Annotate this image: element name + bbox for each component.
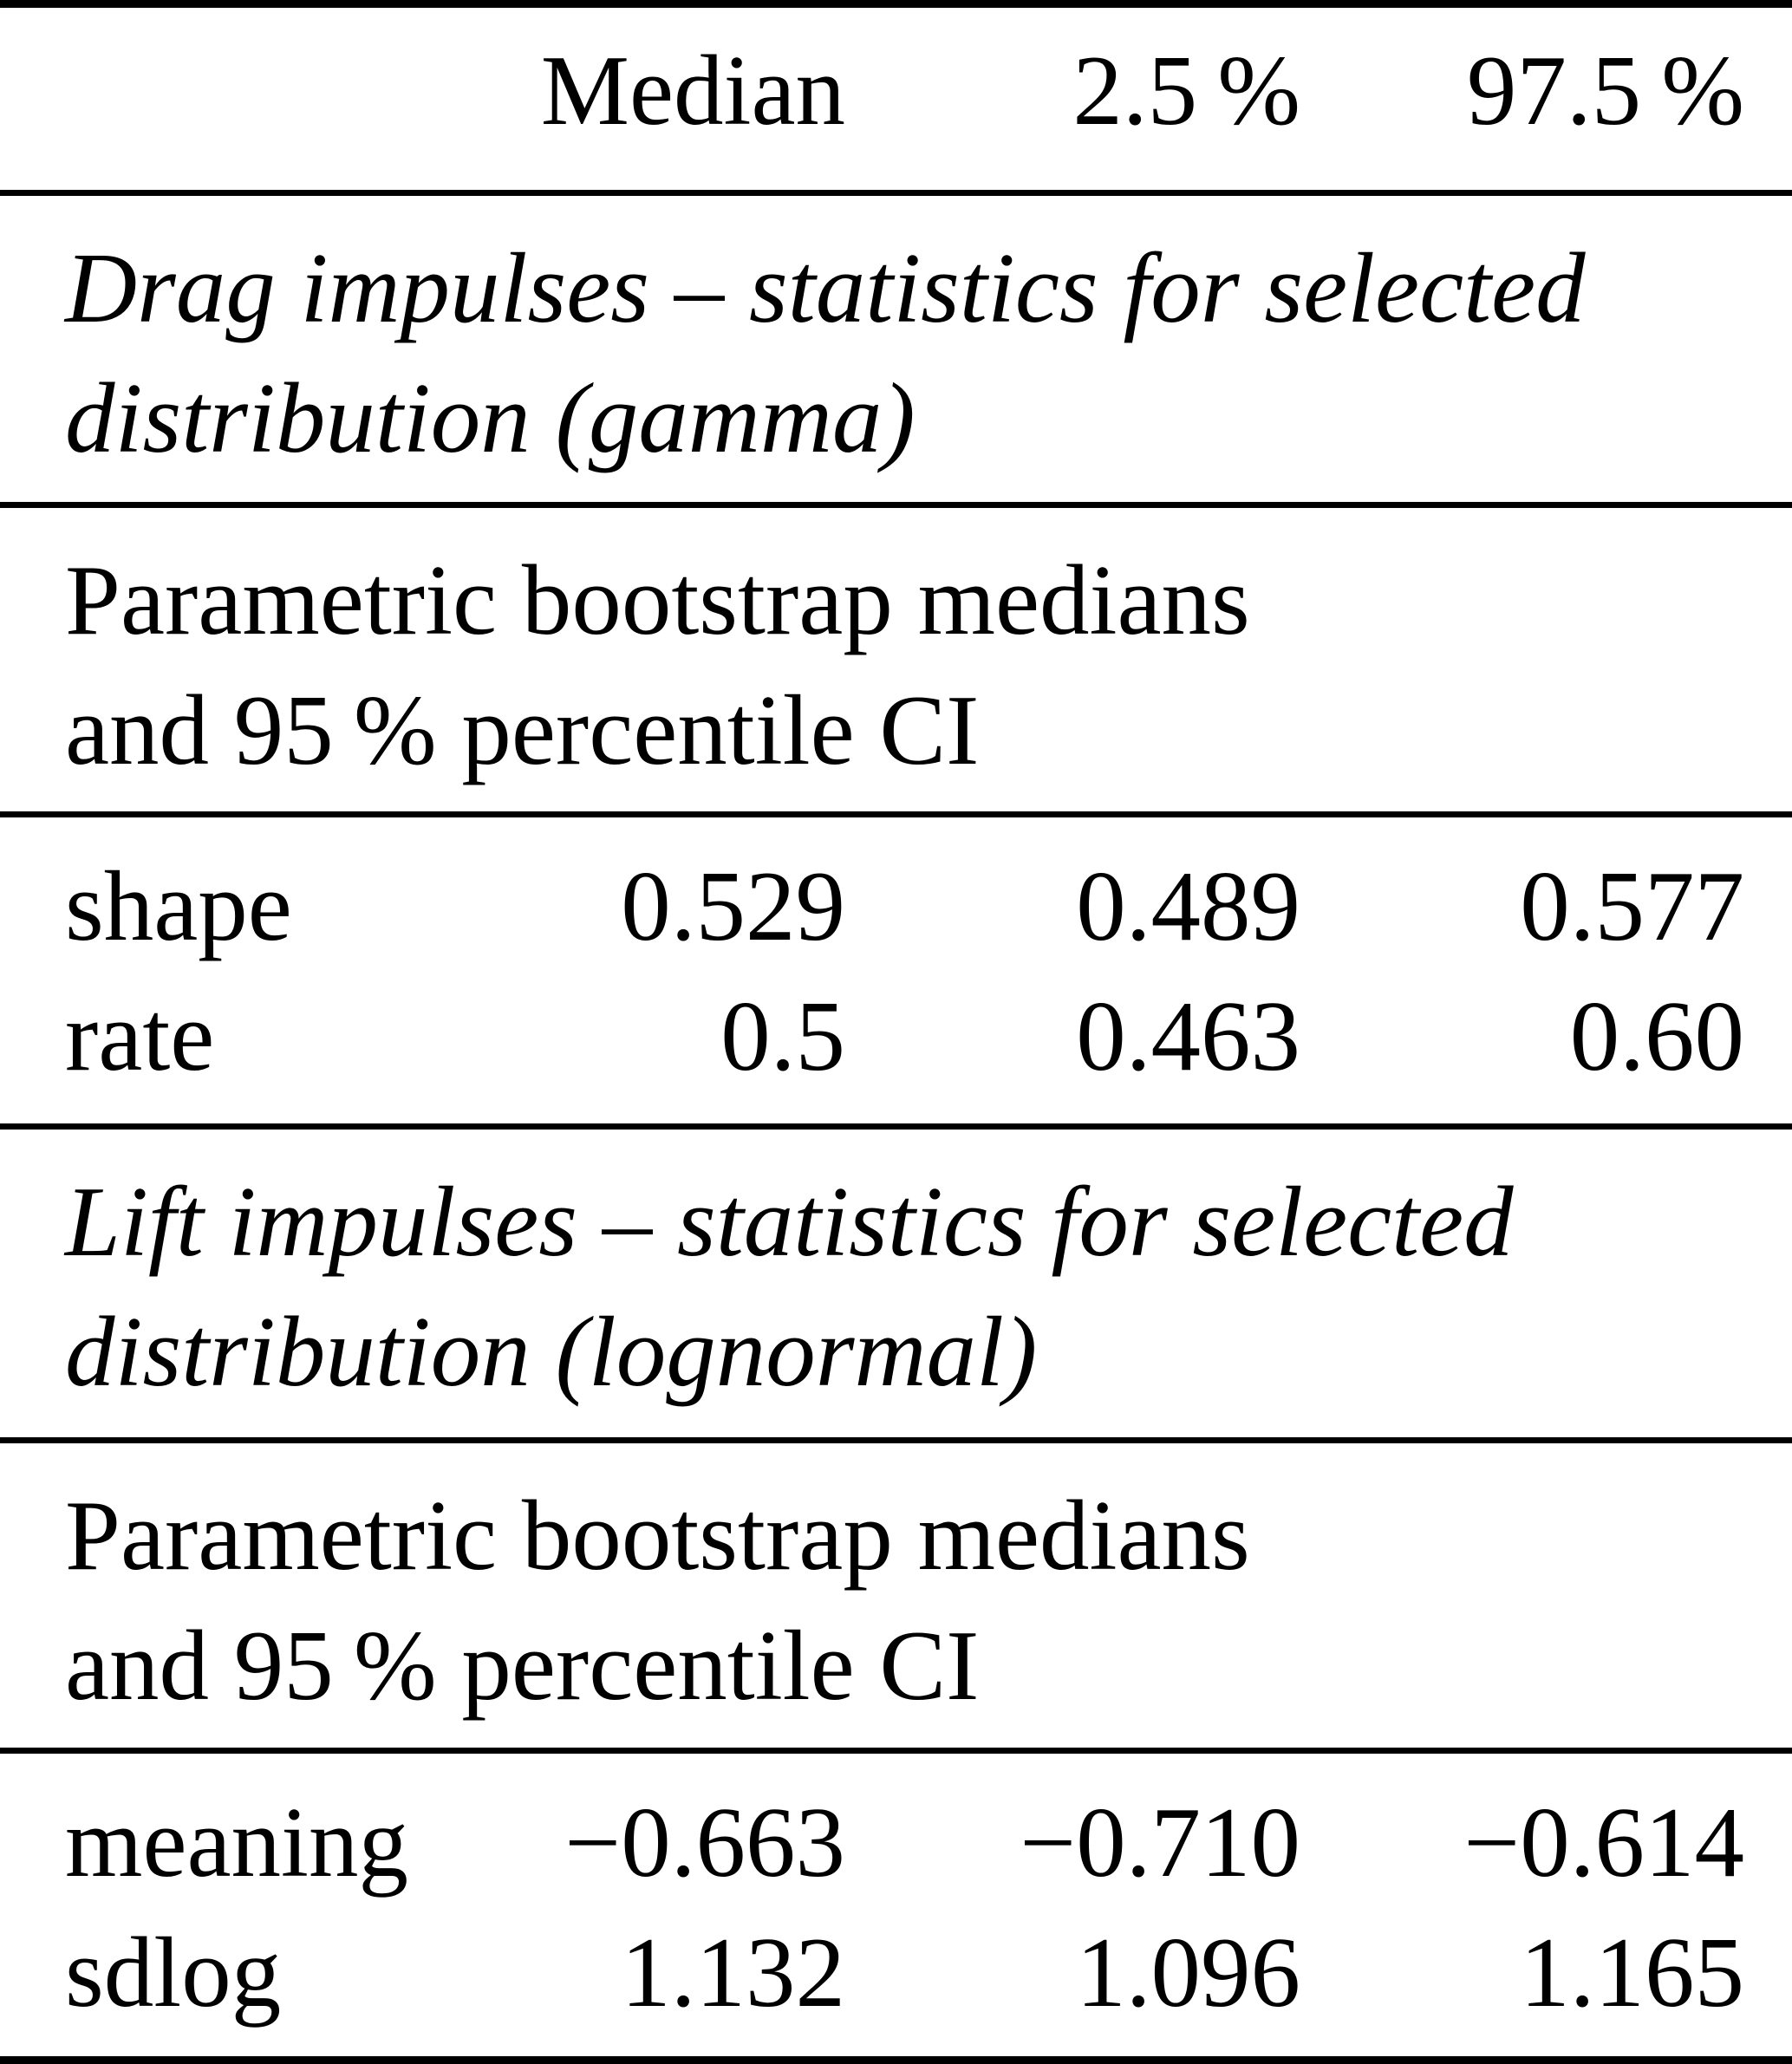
cell-2-5-percent: −0.710 — [1020, 1787, 1300, 1898]
cell-2-5-percent: 1.096 — [1076, 1918, 1300, 2028]
cell-97-5-percent: 1.165 — [1520, 1918, 1744, 2028]
cell-median: 1.132 — [621, 1918, 845, 2028]
table-row-rate: rate 0.5 0.463 0.60 — [0, 972, 1792, 1102]
top-rule — [0, 0, 1792, 8]
cell-97-5-percent: 0.60 — [1569, 981, 1744, 1091]
divider-rule — [0, 502, 1792, 508]
col-header-97-5-percent: 97.5 % — [1466, 36, 1744, 146]
subtitle-parametric-bootstrap-2: Parametric bootstrap medians and 95 % pe… — [0, 1443, 1792, 1748]
bottom-rule — [0, 2056, 1792, 2064]
table-row-sdlog: sdlog 1.132 1.096 1.165 — [0, 1908, 1792, 2038]
row-label: meaning — [65, 1787, 408, 1898]
subtitle-line: and 95 % percentile CI — [65, 1611, 980, 1721]
section-title-line: distribution (lognormal) — [65, 1297, 1038, 1407]
cell-median: −0.663 — [564, 1787, 845, 1898]
subtitle-parametric-bootstrap-1: Parametric bootstrap medians and 95 % pe… — [0, 508, 1792, 811]
data-block-gamma: shape 0.529 0.489 0.577 rate 0.5 0.463 0… — [0, 817, 1792, 1123]
divider-rule — [0, 1748, 1792, 1754]
section-title-line: distribution (gamma) — [65, 363, 916, 473]
table-row-shape: shape 0.529 0.489 0.577 — [0, 842, 1792, 972]
cell-median: 0.529 — [621, 851, 845, 961]
row-label: rate — [65, 981, 215, 1091]
table-row-meaning: meaning −0.663 −0.710 −0.614 — [0, 1778, 1792, 1908]
col-header-2-5-percent: 2.5 % — [1072, 36, 1300, 146]
table-header-row: Median 2.5 % 97.5 % — [0, 8, 1792, 190]
row-label: shape — [65, 851, 292, 961]
section-title-drag-impulses: Drag impulses – statistics for selected … — [0, 196, 1792, 502]
divider-rule — [0, 190, 1792, 196]
divider-rule — [0, 1437, 1792, 1443]
row-label: sdlog — [65, 1918, 282, 2028]
divider-rule — [0, 811, 1792, 817]
subtitle-line: and 95 % percentile CI — [65, 675, 980, 785]
cell-2-5-percent: 0.489 — [1076, 851, 1300, 961]
section-title-line: Lift impulses – statistics for selected — [65, 1167, 1514, 1277]
cell-97-5-percent: −0.614 — [1463, 1787, 1744, 1898]
divider-rule — [0, 1123, 1792, 1130]
subtitle-line: Parametric bootstrap medians — [65, 545, 1250, 655]
cell-median: 0.5 — [720, 981, 845, 1091]
col-header-median: Median — [540, 36, 845, 146]
cell-97-5-percent: 0.577 — [1520, 851, 1744, 961]
cell-2-5-percent: 0.463 — [1076, 981, 1300, 1091]
col-header-empty — [0, 91, 381, 107]
data-block-lognormal: meaning −0.663 −0.710 −0.614 sdlog 1.132… — [0, 1754, 1792, 2056]
subtitle-line: Parametric bootstrap medians — [65, 1481, 1250, 1591]
section-title-lift-impulses: Lift impulses – statistics for selected … — [0, 1130, 1792, 1437]
section-title-line: Drag impulses – statistics for selected — [65, 233, 1586, 343]
